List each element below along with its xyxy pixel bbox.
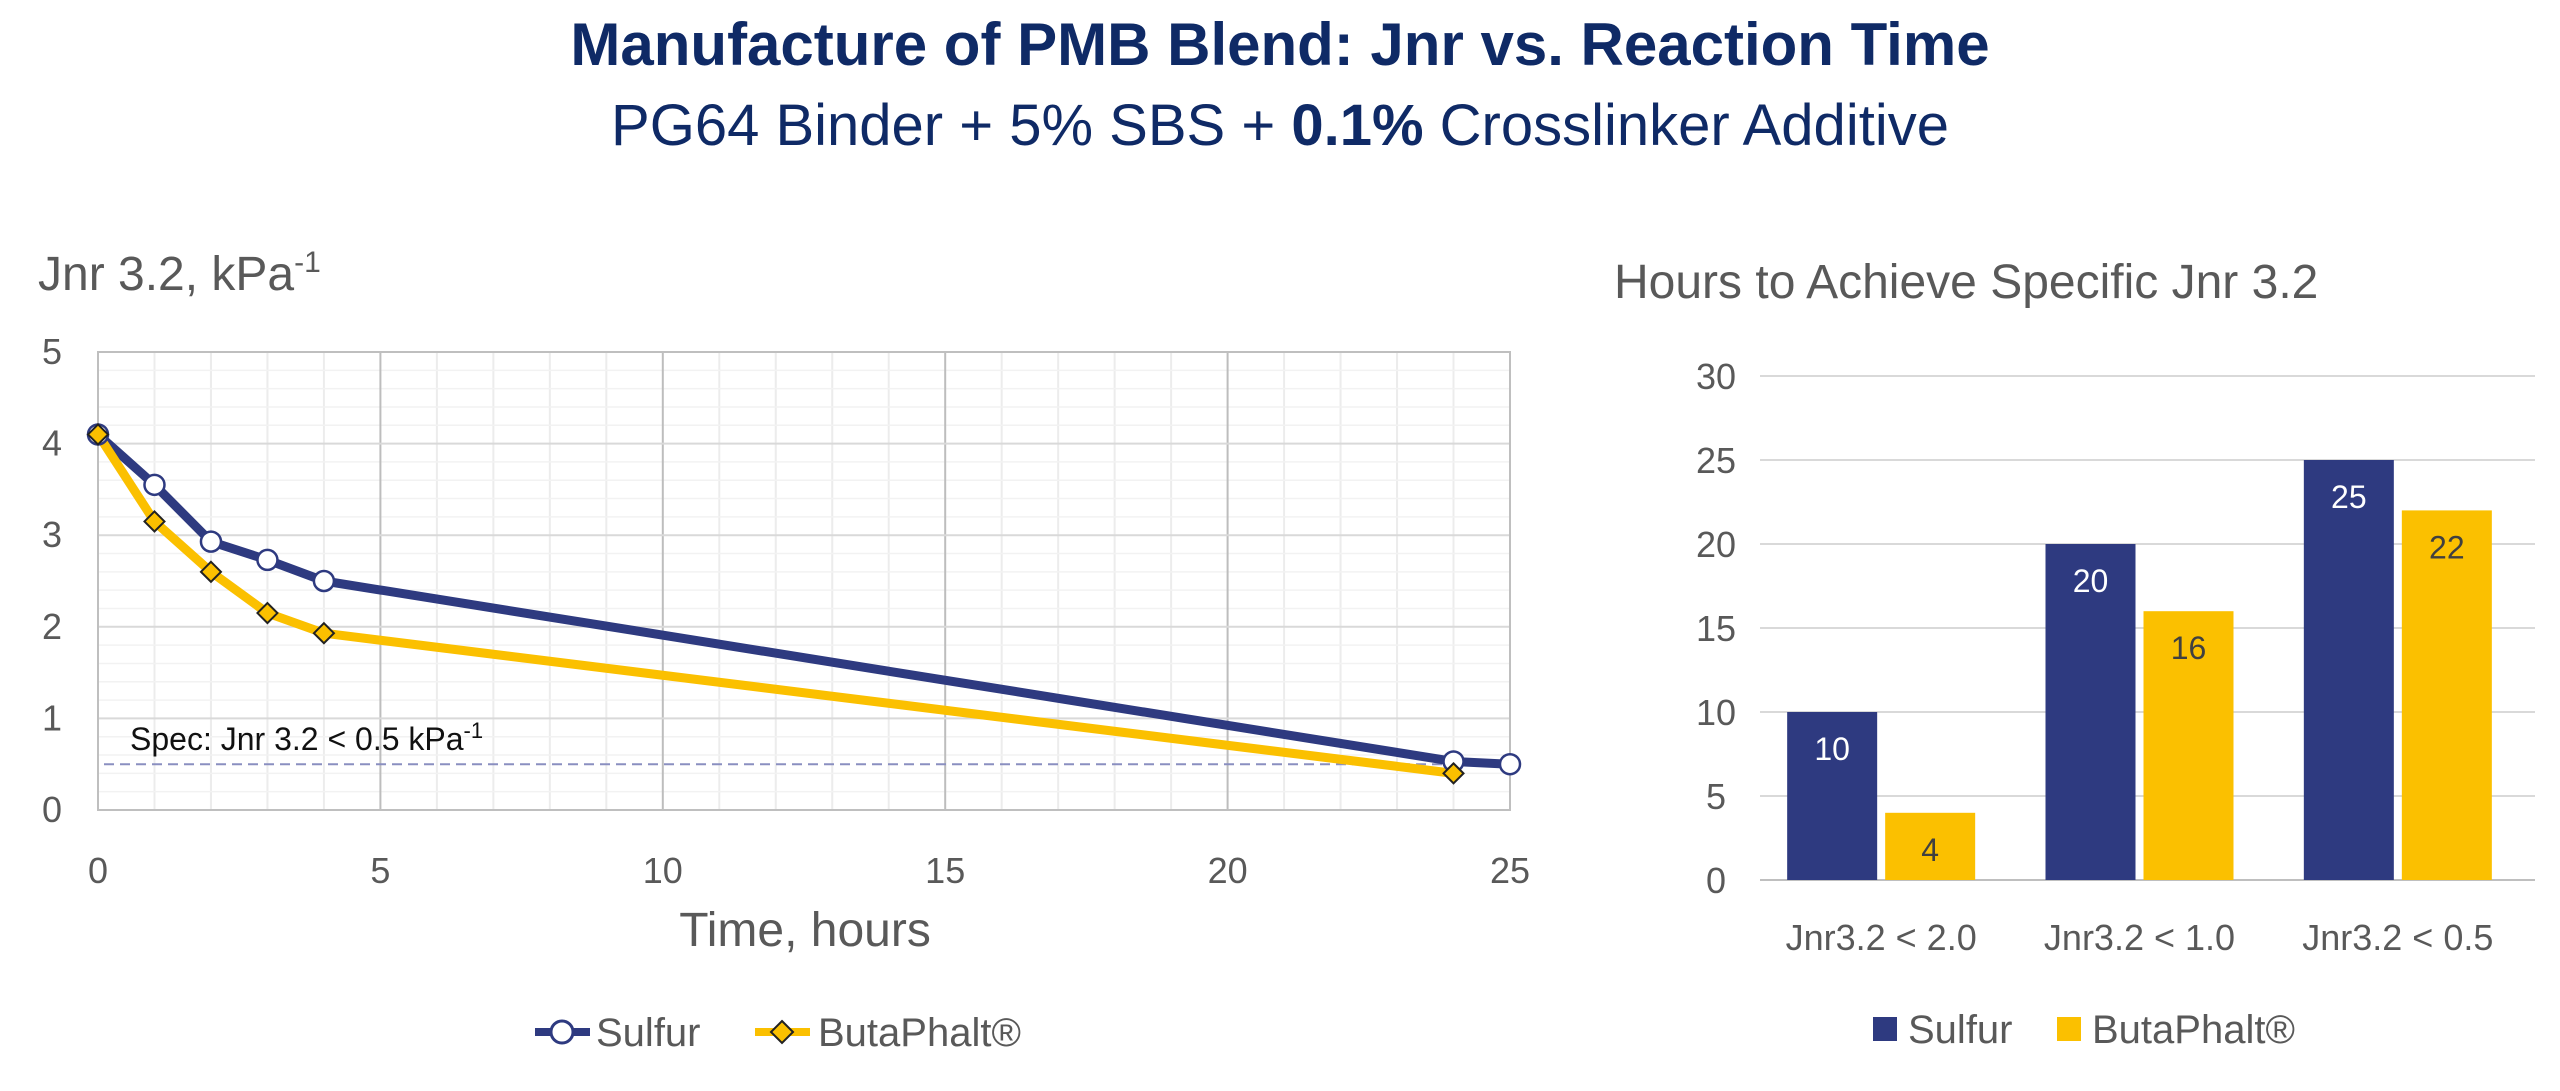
data-point-butaphalt (256, 601, 279, 625)
y-axis-title-main: Jnr 3.2, kPa (38, 248, 294, 301)
spec-label-main: Spec: Jnr 3.2 < 0.5 kPa (130, 721, 464, 757)
bar-y-tick-label: 15 (1696, 608, 1736, 649)
y-tick-label: 1 (42, 697, 62, 738)
bar-chart-title: Hours to Achieve Specific Jnr 3.2 (1614, 256, 2318, 309)
y-tick-label: 0 (42, 789, 62, 830)
bar-sulfur (2303, 460, 2394, 880)
bar-y-tick-label: 30 (1696, 356, 1736, 397)
bar-sulfur (1787, 712, 1878, 880)
x-tick-label: 0 (88, 850, 108, 891)
data-point-sulfur (256, 548, 279, 572)
bar-butaphalt (1885, 812, 1976, 880)
subtitle-pre: PG64 Binder + 5% SBS + (611, 93, 1292, 158)
data-point-butaphalt (143, 510, 166, 533)
subtitle-post: Crosslinker Additive (1423, 93, 1949, 158)
bar-y-tick-label: 20 (1696, 524, 1736, 565)
bar-y-tick-label: 5 (1706, 776, 1726, 817)
bar-category-label: Jnr3.2 < 2.0 (1786, 917, 1977, 958)
legend-marker-sulfur (549, 1019, 575, 1045)
bar-y-tick-label: 25 (1696, 440, 1736, 481)
line-chart-minor-gridlines (98, 352, 1510, 810)
bar-y-tick-label: 10 (1696, 692, 1736, 733)
page-title: Manufacture of PMB Blend: Jnr vs. Reacti… (570, 11, 1990, 78)
y-tick-label: 4 (42, 423, 62, 464)
data-point-butaphalt (86, 423, 110, 446)
bar-chart-bars: 10 4 20 16 25 22 (1787, 460, 2492, 880)
bar-chart: Hours to Achieve Specific Jnr 3.2 0 5 10 15… (1614, 256, 2535, 1052)
y-tick-label: 2 (42, 606, 62, 647)
bar-chart-x-ticks: Jnr3.2 < 2.0 Jnr3.2 < 1.0 Jnr3.2 < 0.5 (1786, 917, 2494, 958)
bar-y-tick-label: 0 (1706, 860, 1726, 901)
line-chart-x-ticks: 0 5 10 15 20 25 (88, 850, 1530, 891)
legend-swatch-sulfur (1873, 1017, 1897, 1041)
line-chart-x-axis-title: Time, hours (679, 904, 931, 957)
spec-label-sup: -1 (464, 718, 484, 743)
x-tick-label: 20 (1208, 850, 1248, 891)
y-tick-label: 5 (42, 331, 62, 372)
legend-label-sulfur: Sulfur (1908, 1008, 2013, 1052)
subtitle-bold: 0.1% (1291, 93, 1424, 158)
data-point-butaphalt (199, 560, 223, 584)
legend-marker-butaphalt (769, 1019, 795, 1045)
line-chart-legend: Sulfur ButaPhalt® (535, 1011, 1021, 1055)
legend-label-butaphalt: ButaPhalt® (2092, 1008, 2295, 1052)
bar-value-label-butaphalt: 4 (1921, 832, 1939, 868)
line-chart-plot-frame (97, 351, 1511, 811)
series-line-butaphalt (93, 429, 1459, 778)
line-chart: Jnr 3.2, kPa-1 Spec: Jnr 3.2 < 0.5 kPa-1… (38, 246, 1530, 1055)
bar-value-label-sulfur: 10 (1814, 731, 1850, 767)
legend-label-butaphalt: ButaPhalt® (818, 1011, 1021, 1055)
page-subtitle: PG64 Binder + 5% SBS + 0.1% Crosslinker … (0, 88, 2560, 164)
series-line-sulfur (93, 429, 1515, 769)
data-point-sulfur (1498, 752, 1522, 776)
bar-sulfur (2045, 544, 2136, 880)
bar-value-label-sulfur: 25 (2331, 479, 2367, 515)
bar-category-label: Jnr3.2 < 1.0 (2044, 917, 2235, 958)
legend-label-sulfur: Sulfur (596, 1011, 701, 1055)
data-point-butaphalt (312, 621, 336, 645)
x-tick-label: 10 (643, 850, 683, 891)
bar-value-label-butaphalt: 22 (2429, 529, 2465, 565)
x-tick-label: 15 (925, 850, 965, 891)
bar-value-label-sulfur: 20 (2073, 563, 2109, 599)
bar-butaphalt (2401, 510, 2492, 880)
bar-category-label: Jnr3.2 < 0.5 (2302, 917, 2493, 958)
y-axis-title-sup: -1 (294, 246, 321, 279)
line-chart-y-ticks: 0 1 2 3 4 5 (42, 331, 62, 830)
data-point-sulfur (143, 473, 166, 497)
bar-chart-legend: Sulfur ButaPhalt® (1873, 1008, 2295, 1052)
line-chart-y-axis-title: Jnr 3.2, kPa-1 (38, 246, 321, 301)
data-point-butaphalt (1442, 761, 1465, 785)
line-chart-series (86, 423, 1522, 785)
data-point-sulfur (312, 569, 336, 593)
x-tick-label: 25 (1490, 850, 1530, 891)
bar-value-label-butaphalt: 16 (2171, 630, 2207, 666)
y-tick-label: 3 (42, 514, 62, 555)
data-point-sulfur (199, 530, 223, 553)
x-tick-label: 5 (370, 850, 390, 891)
legend-swatch-butaphalt (2057, 1017, 2081, 1041)
bar-chart-y-ticks: 0 5 10 15 20 25 30 (1696, 356, 1736, 901)
bar-butaphalt (2143, 611, 2234, 880)
spec-reference-label: Spec: Jnr 3.2 < 0.5 kPa-1 (130, 718, 483, 757)
